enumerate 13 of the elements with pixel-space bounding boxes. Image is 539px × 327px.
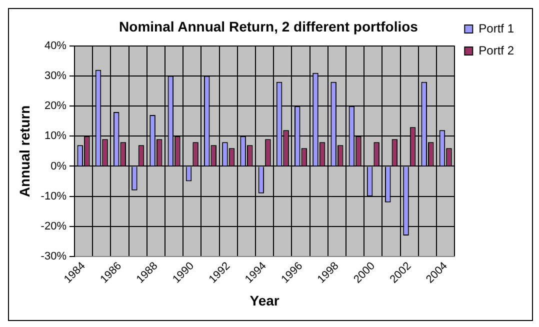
legend-label: Portf 2 [478, 43, 514, 58]
y-tick-label: -20% [40, 220, 67, 232]
chart-title: Nominal Annual Return, 2 different portfolios [119, 18, 418, 34]
y-tick-label: 10% [44, 130, 67, 142]
y-tick-label: -10% [40, 190, 67, 202]
y-axis-title: Annual return [16, 105, 32, 198]
y-tick-label: 40% [44, 40, 67, 52]
y-tick-label: -30% [40, 250, 67, 263]
y-tick-label: 0% [50, 160, 67, 172]
y-tick-label: 20% [44, 100, 67, 112]
x-axis-title: Year [250, 292, 280, 308]
y-tick-label: 30% [44, 70, 67, 82]
legend-label: Portf 1 [478, 21, 514, 36]
